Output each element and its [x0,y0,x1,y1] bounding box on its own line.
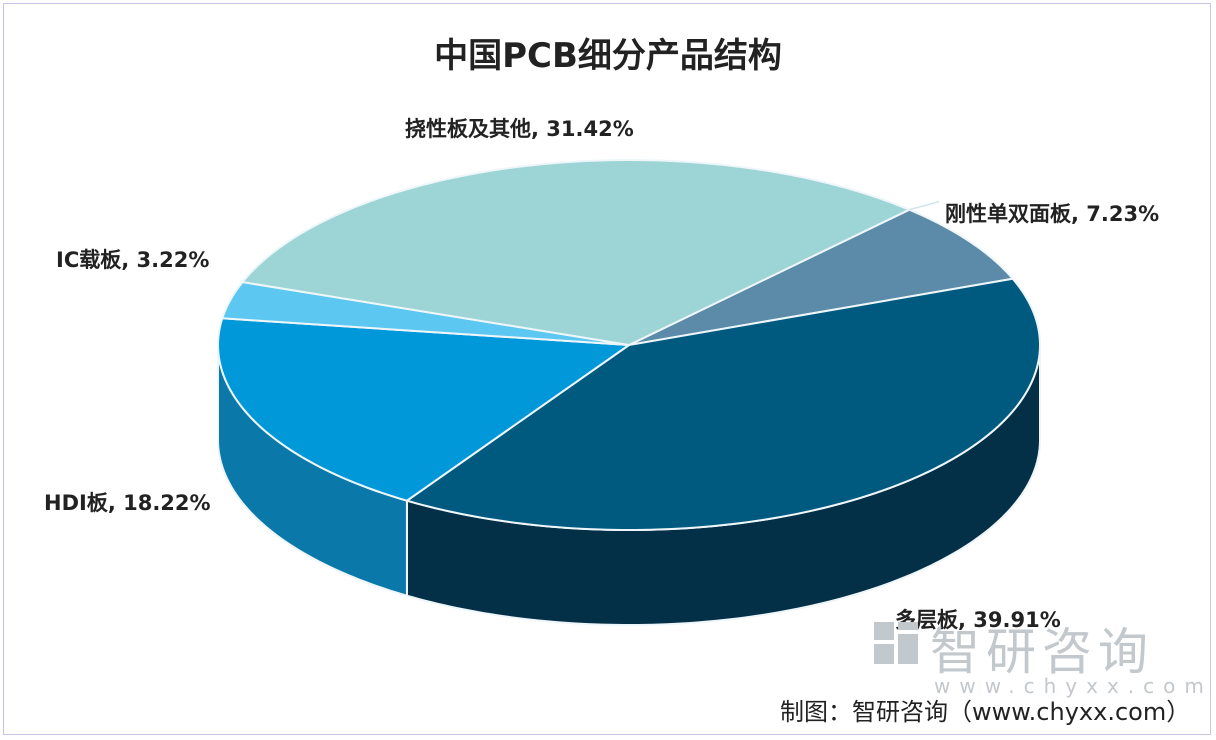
watermark-logo-icon [874,622,918,664]
pie-slice-1 [405,277,1041,531]
label-flex: 挠性板及其他, 31.42% [405,117,634,141]
watermark-name: 智研咨询 [930,623,1154,681]
chart-title: 中国PCB细分产品结构 [434,36,782,76]
watermark-url: www.chyxx.com [934,674,1213,698]
leader-line [909,200,940,211]
chart-frame [3,3,1211,735]
pie-slice-4 [241,159,911,346]
label-rigid: 刚性单双面板, 7.23% [945,202,1160,226]
source-note: 制图：智研咨询（www.chyxx.com） [780,698,1191,726]
label-multilayer: 多层板, 39.91% [895,608,1061,632]
label-ic: IC载板, 3.22% [56,248,210,272]
pie-slice-0 [628,208,1014,346]
pie-slice-2 [217,317,630,502]
label-hdi: HDI板, 18.22% [44,491,211,515]
